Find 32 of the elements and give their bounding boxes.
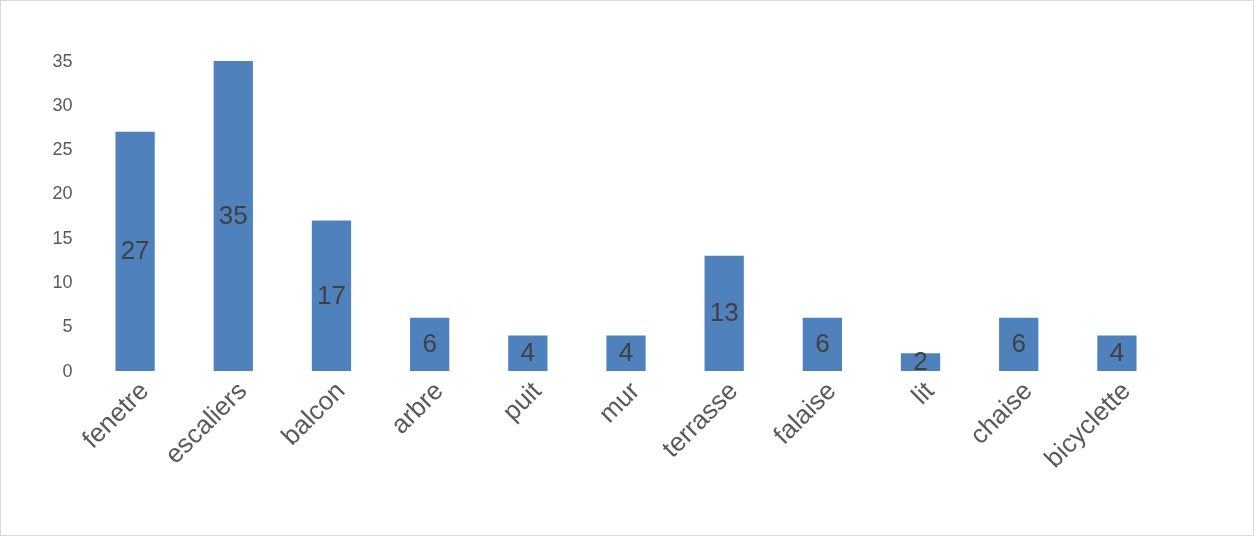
bar [115,131,155,371]
x-tick-label: mur [592,375,646,429]
data-label: 4 [618,337,634,368]
bar [410,317,450,371]
bar [606,335,646,371]
y-tick-label: 10 [52,271,73,292]
x-tick-label: puit [496,374,548,427]
data-label: 6 [1011,328,1026,359]
y-tick-label: 35 [52,50,73,71]
bar [311,220,352,371]
data-label: 35 [218,200,248,230]
bar [704,255,744,371]
y-tick-label: 25 [52,139,73,160]
bar [508,335,548,371]
bar [1097,335,1137,371]
data-label: 27 [120,235,150,266]
y-tick-label: 30 [52,94,73,115]
y-tick-label: 5 [62,316,73,337]
data-label: 4 [1109,337,1125,368]
data-label: 13 [709,297,739,328]
y-tick-label: 15 [52,227,73,248]
y-tick-label: 20 [52,183,73,204]
bar [802,317,842,371]
bar [999,317,1039,371]
data-label: 6 [422,328,437,359]
data-label: 6 [815,328,830,359]
data-label: 2 [913,346,928,377]
y-tick-label: 0 [62,360,73,381]
data-label: 4 [520,337,536,368]
x-tick-label: lit [905,374,941,410]
bar [213,61,253,371]
data-label: 17 [316,279,346,310]
